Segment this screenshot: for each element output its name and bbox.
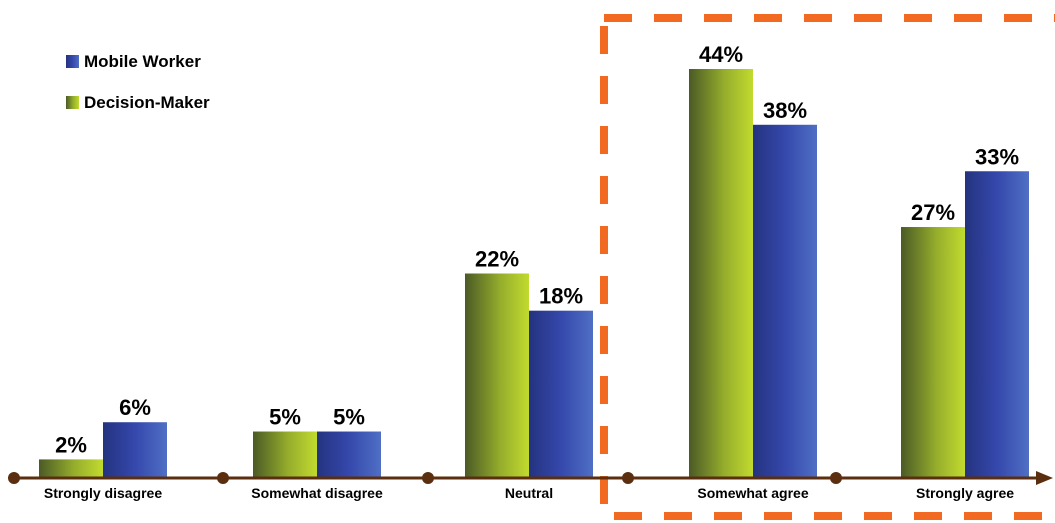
bar-decision-maker-strongly-disagree	[39, 459, 103, 478]
legend: Mobile Worker Decision-Maker	[66, 52, 210, 112]
axis-dot-3	[422, 472, 434, 484]
legend-swatch-mobile-worker	[66, 55, 79, 68]
bar-mobile-worker-somewhat-disagree	[317, 431, 381, 478]
tick-label-somewhat-agree: Somewhat agree	[697, 485, 808, 501]
bars	[39, 69, 1029, 478]
bar-mobile-worker-strongly-disagree	[103, 422, 167, 478]
legend-label-mobile-worker: Mobile Worker	[84, 52, 201, 71]
value-label-mobile-worker-neutral: 18%	[539, 284, 583, 309]
value-label-decision-maker-strongly-disagree: 2%	[55, 432, 87, 457]
tick-label-strongly-agree: Strongly agree	[916, 485, 1014, 501]
bar-mobile-worker-neutral	[529, 310, 593, 478]
bar-decision-maker-neutral	[465, 273, 529, 478]
bar-decision-maker-strongly-agree	[901, 227, 965, 478]
bar-mobile-worker-somewhat-agree	[753, 124, 817, 478]
bar-mobile-worker-strongly-agree	[965, 171, 1029, 478]
x-axis-arrowhead	[1036, 471, 1053, 485]
x-axis	[10, 471, 1053, 485]
value-label-mobile-worker-strongly-disagree: 6%	[119, 395, 151, 420]
tick-label-strongly-disagree: Strongly disagree	[44, 485, 162, 501]
value-label-decision-maker-somewhat-disagree: 5%	[269, 405, 301, 430]
legend-swatch-decision-maker	[66, 96, 79, 109]
bar-decision-maker-somewhat-disagree	[253, 431, 317, 478]
tick-label-neutral: Neutral	[505, 485, 553, 501]
axis-dot-5	[830, 472, 842, 484]
value-label-mobile-worker-strongly-agree: 33%	[975, 144, 1019, 169]
legend-label-decision-maker: Decision-Maker	[84, 93, 210, 112]
value-label-mobile-worker-somewhat-disagree: 5%	[333, 405, 365, 430]
axis-dot-4	[622, 472, 634, 484]
tick-labels: Strongly disagree Somewhat disagree Neutra…	[44, 485, 1014, 501]
value-label-decision-maker-strongly-agree: 27%	[911, 200, 955, 225]
value-label-decision-maker-neutral: 22%	[475, 247, 519, 272]
value-label-mobile-worker-somewhat-agree: 38%	[763, 98, 807, 123]
tick-label-somewhat-disagree: Somewhat disagree	[251, 485, 383, 501]
axis-dot-1	[8, 472, 20, 484]
value-labels: 2% 6% 5% 5% 22% 18% 44% 38% 27% 33%	[55, 42, 1019, 457]
value-label-decision-maker-somewhat-agree: 44%	[699, 42, 743, 67]
bar-decision-maker-somewhat-agree	[689, 69, 753, 478]
axis-dots	[8, 472, 842, 484]
highlight-box	[600, 14, 1055, 520]
axis-dot-2	[217, 472, 229, 484]
